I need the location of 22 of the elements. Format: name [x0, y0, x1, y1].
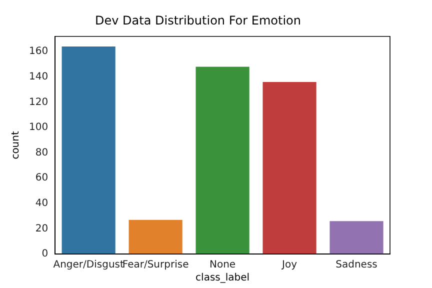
y-tick-label: 160 [28, 46, 48, 58]
bar [196, 66, 250, 254]
x-axis-title: class_label [196, 272, 250, 284]
y-tick-label: 80 [35, 147, 48, 158]
y-tick-label: 100 [28, 122, 48, 134]
x-tick-label: Joy [281, 260, 298, 271]
bar [262, 82, 316, 254]
y-tick-label: 60 [35, 172, 48, 184]
chart-title: Dev Data Distribution For Emotion [95, 13, 301, 28]
y-axis-title: count [10, 131, 22, 160]
y-tick-label: 40 [35, 198, 48, 209]
x-tick-label: Fear/Surprise [122, 260, 189, 271]
x-tick-label: Sadness [336, 260, 378, 271]
bar [128, 220, 182, 254]
bar [330, 221, 384, 254]
x-tick-label: Anger/Disgust [53, 260, 124, 271]
y-tick-label: 0 [42, 248, 48, 260]
y-tick-label: 20 [35, 223, 48, 234]
y-tick-label: 120 [28, 96, 48, 108]
x-tick-label: None [209, 260, 236, 271]
bar [62, 46, 116, 254]
y-tick-label: 140 [28, 71, 48, 82]
